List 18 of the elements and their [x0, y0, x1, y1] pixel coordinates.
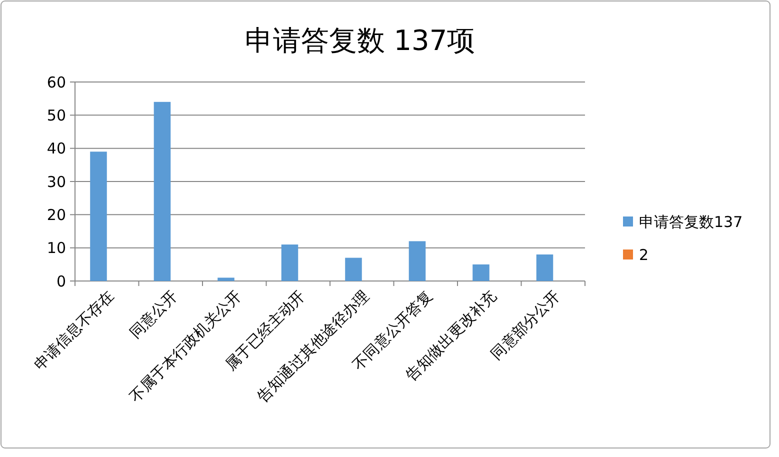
y-tick-label: 50: [46, 106, 66, 124]
bar: [408, 241, 426, 281]
bar: [218, 278, 234, 281]
y-tick-label: 10: [46, 239, 66, 258]
bar: [154, 102, 171, 281]
legend-label: 2: [639, 246, 649, 264]
bar: [345, 258, 362, 281]
chart-title: 申请答复数 137项: [244, 24, 476, 57]
x-tick-label: 同意公开: [126, 286, 182, 342]
bar: [90, 152, 107, 281]
y-tick-label: 40: [46, 140, 66, 158]
legend-label: 申请答复数137: [639, 212, 743, 231]
bar: [472, 264, 490, 281]
y-tick-label: 60: [46, 73, 66, 92]
bar: [536, 254, 554, 281]
y-tick-label: 30: [46, 172, 66, 191]
bar: [281, 244, 298, 281]
y-tick-label: 20: [46, 206, 66, 224]
